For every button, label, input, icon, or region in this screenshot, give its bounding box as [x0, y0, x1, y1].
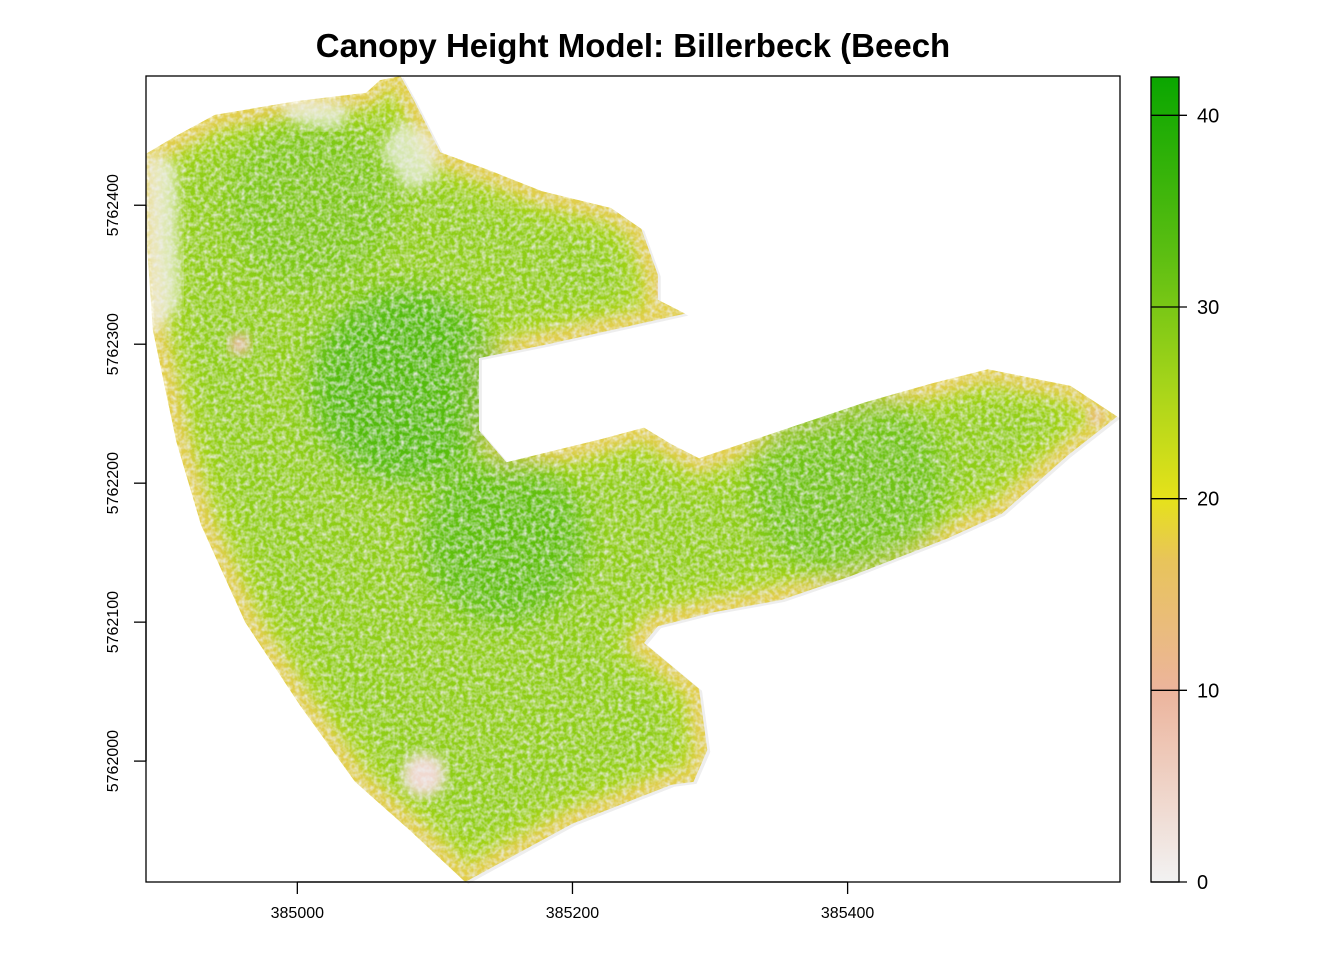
y-tick-label: 5762400: [105, 174, 122, 236]
legend-ticks: 0 10 20 30 40: [1151, 105, 1219, 894]
low-canopy-patch: [401, 752, 446, 798]
x-tick-label: 385400: [821, 905, 874, 922]
chart-title: Canopy Height Model: Billerbeck (Beech: [316, 27, 950, 64]
dense-canopy-zone: [421, 455, 587, 623]
low-canopy-patch: [228, 333, 251, 356]
legend-tick-label: 30: [1197, 297, 1219, 319]
y-tick-label: 5762000: [105, 730, 122, 792]
legend-tick-label: 40: [1197, 105, 1219, 127]
dense-canopy-zone: [228, 121, 394, 289]
low-canopy-patch: [1086, 408, 1104, 425]
x-tick-label: 385200: [546, 905, 599, 922]
dense-canopy-zone: [311, 288, 504, 484]
plot-area: [146, 76, 1121, 884]
legend-tick-label: 10: [1197, 680, 1219, 702]
dense-canopy-zone: [751, 385, 944, 581]
y-axis: 5762000 5762100 5762200 5762300 5762400: [105, 174, 147, 792]
x-axis: 385000 385200 385400: [271, 881, 874, 922]
y-tick-label: 5762300: [105, 313, 122, 375]
y-tick-label: 5762100: [105, 591, 122, 653]
canopy-gap: [276, 96, 353, 129]
color-legend: 0 10 20 30 40: [1150, 76, 1219, 894]
legend-tick-label: 20: [1197, 489, 1219, 511]
x-tick-label: 385000: [271, 905, 324, 922]
canopy-raster: [146, 76, 1118, 882]
canopy-base: [146, 76, 1118, 882]
legend-colorbar: [1150, 76, 1180, 883]
legend-tick-label: 0: [1197, 872, 1208, 894]
canopy-gap: [146, 153, 181, 331]
y-tick-label: 5762200: [105, 452, 122, 514]
canopy-gap: [379, 121, 438, 192]
